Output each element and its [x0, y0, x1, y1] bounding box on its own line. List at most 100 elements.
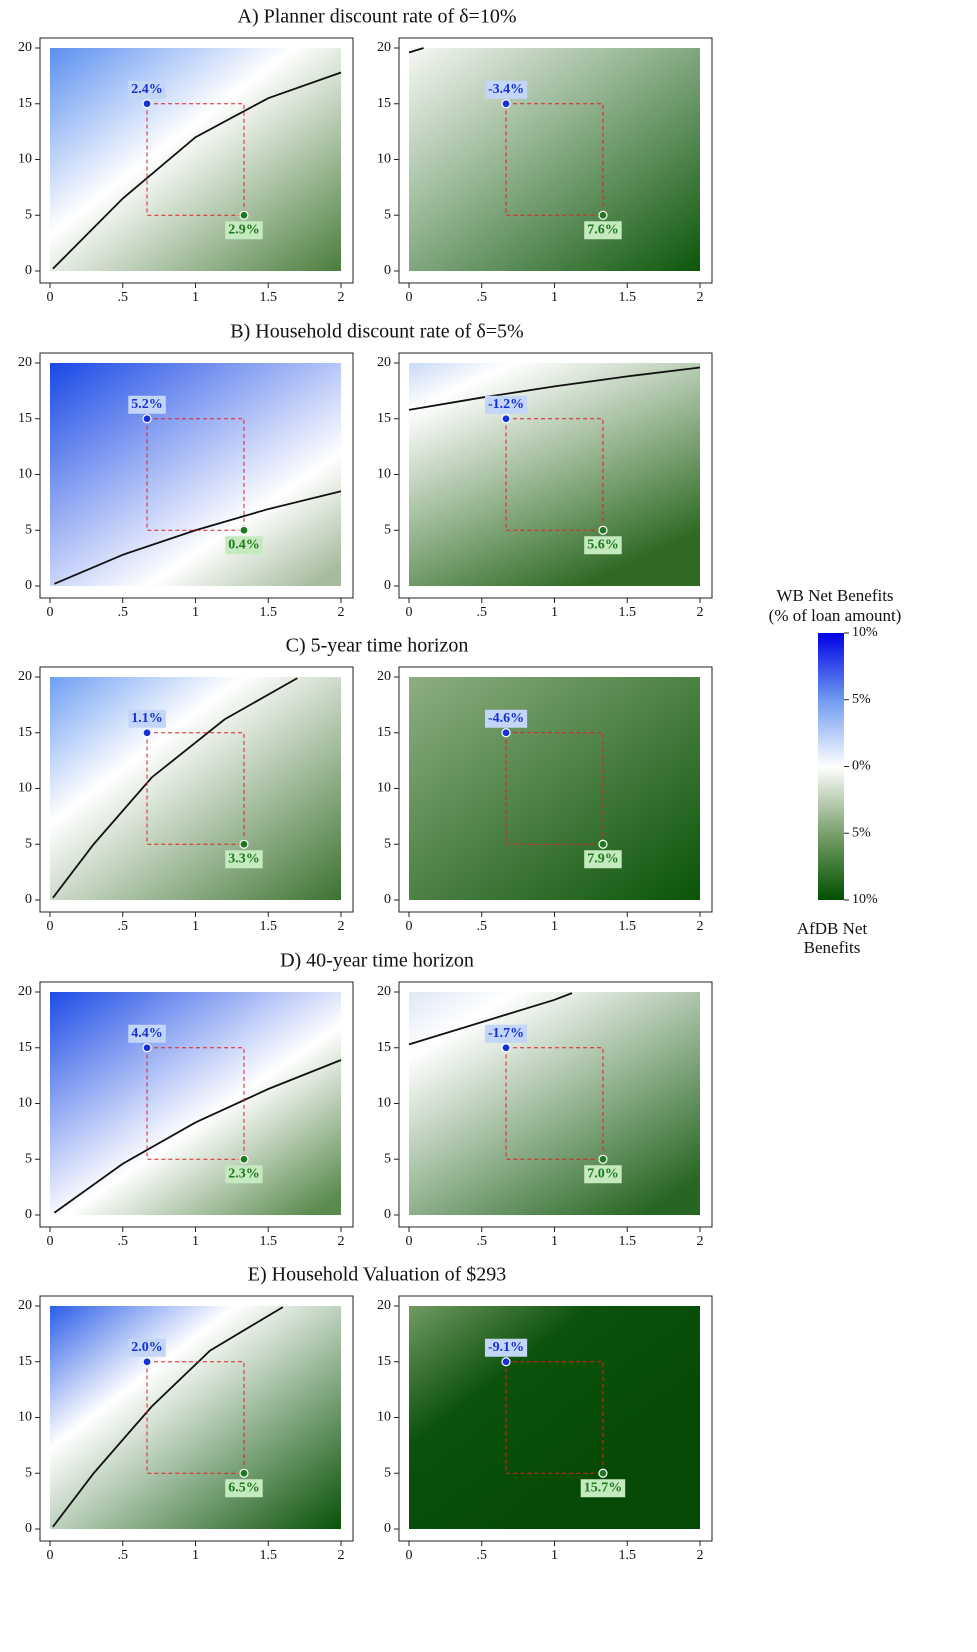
point [501, 414, 511, 424]
value-label: -1.7% [488, 1026, 524, 1041]
point [501, 99, 511, 109]
heatmap [50, 363, 341, 586]
reference-box [146, 103, 245, 216]
y-tick-label: 20 [377, 40, 391, 55]
x-tick-label: .5 [118, 605, 129, 620]
value-label: 7.6% [587, 222, 619, 237]
y-tick-label: 10 [18, 152, 32, 167]
value-label: 7.9% [587, 851, 619, 866]
reference-box [146, 732, 245, 845]
point [598, 1154, 608, 1164]
y-tick-label: 5 [25, 1465, 32, 1480]
x-tick-label: 1.5 [260, 1548, 278, 1563]
x-tick-label: 2 [697, 1548, 704, 1563]
y-tick-label: 20 [377, 669, 391, 684]
point [239, 525, 249, 535]
x-tick-label: 1 [551, 605, 558, 620]
colorbar-footer: Benefits [804, 938, 861, 957]
panel-title: C) 5-year time horizon [286, 635, 469, 657]
y-tick-label: 10 [377, 781, 391, 796]
reference-box [505, 103, 604, 216]
value-label-bg [484, 395, 528, 414]
heatmap [409, 48, 700, 271]
x-tick-label: 0 [406, 605, 413, 620]
value-label-bg [225, 536, 263, 555]
y-tick-label: 5 [25, 207, 32, 222]
value-label: -3.4% [488, 82, 524, 97]
contour-line [52, 1306, 284, 1528]
value-label: -9.1% [488, 1340, 524, 1355]
value-label-bg [128, 395, 166, 414]
point [142, 414, 152, 424]
colorbar-tick-label: 5% [852, 825, 871, 840]
y-tick-label: 15 [377, 725, 391, 740]
colorbar-title: WB Net Benefits [776, 586, 893, 605]
colorbar-tick-label: 10% [852, 625, 878, 640]
panel-title: B) Household discount rate of δ=5% [230, 321, 523, 343]
panel-title: D) 40-year time horizon [280, 950, 474, 972]
y-tick-label: 10 [377, 1096, 391, 1111]
point [142, 99, 152, 109]
heatmap [409, 363, 700, 586]
value-label: 7.0% [587, 1166, 619, 1181]
x-tick-label: 0 [47, 290, 54, 305]
y-tick-label: 5 [25, 522, 32, 537]
y-tick-label: 15 [18, 725, 32, 740]
x-tick-label: .5 [477, 290, 488, 305]
heatmap [50, 1306, 341, 1529]
x-tick-label: 1 [192, 1234, 199, 1249]
colorbar-tick-label: 0% [852, 759, 871, 774]
value-label-bg [584, 1165, 622, 1184]
contour-line [53, 1059, 342, 1214]
heatmap [409, 677, 700, 900]
x-tick-label: 2 [697, 919, 704, 934]
x-tick-label: 2 [338, 919, 345, 934]
panel-title: A) Planner discount rate of δ=10% [238, 6, 517, 28]
value-label-bg [128, 80, 166, 99]
point [598, 839, 608, 849]
contour-line [52, 677, 298, 899]
point [598, 1468, 608, 1478]
value-label: 3.3% [228, 851, 260, 866]
colorbar [818, 633, 844, 900]
y-tick-label: 5 [384, 1151, 391, 1166]
x-tick-label: 2 [697, 1234, 704, 1249]
panel: B) Household discount rate of δ=5% 0 .5 1 1.… [18, 321, 524, 621]
x-tick-label: .5 [477, 1234, 488, 1249]
y-tick-label: 10 [377, 467, 391, 482]
reference-box [505, 418, 604, 531]
heatmap [50, 677, 341, 900]
reference-box [505, 732, 604, 845]
y-tick-label: 0 [25, 892, 32, 907]
value-label: 2.4% [131, 82, 163, 97]
x-tick-label: 1.5 [619, 919, 637, 934]
panel: A) Planner discount rate of δ=10% 0 .5 1 1.5… [18, 6, 516, 306]
x-tick-label: .5 [118, 290, 129, 305]
x-tick-label: 2 [697, 605, 704, 620]
point [239, 839, 249, 849]
value-label-bg [584, 221, 622, 240]
y-tick-label: 5 [384, 836, 391, 851]
x-tick-label: 1.5 [619, 1548, 637, 1563]
x-tick-label: 1 [551, 919, 558, 934]
x-tick-label: 1 [192, 1548, 199, 1563]
y-tick-label: 20 [377, 1298, 391, 1313]
contour-line [408, 992, 573, 1046]
x-tick-label: 1 [192, 605, 199, 620]
x-tick-label: 1.5 [619, 290, 637, 305]
x-tick-label: .5 [118, 1548, 129, 1563]
y-tick-label: 10 [377, 1410, 391, 1425]
heatmap [409, 1306, 700, 1529]
x-tick-label: 2 [338, 290, 345, 305]
y-tick-label: 20 [18, 984, 32, 999]
x-tick-label: 1 [551, 1234, 558, 1249]
value-label: 5.2% [131, 397, 163, 412]
x-tick-label: 0 [47, 919, 54, 934]
point [239, 1154, 249, 1164]
x-tick-label: 1.5 [260, 919, 278, 934]
point [239, 1468, 249, 1478]
